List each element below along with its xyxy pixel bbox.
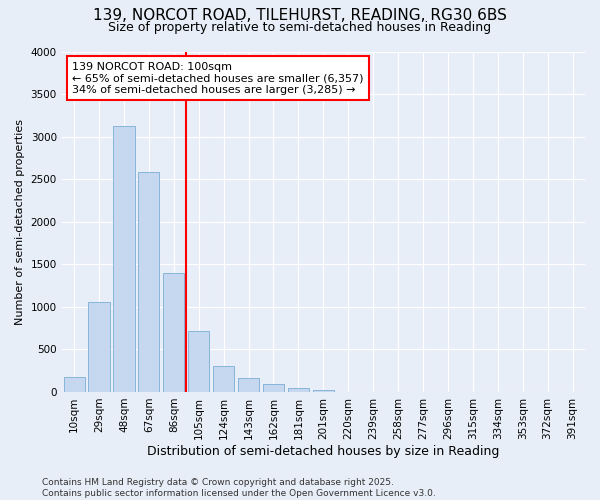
Bar <box>138 172 160 392</box>
Text: Size of property relative to semi-detached houses in Reading: Size of property relative to semi-detach… <box>109 21 491 34</box>
Text: 139, NORCOT ROAD, TILEHURST, READING, RG30 6BS: 139, NORCOT ROAD, TILEHURST, READING, RG… <box>93 8 507 22</box>
Y-axis label: Number of semi-detached properties: Number of semi-detached properties <box>15 118 25 324</box>
Bar <box>288 388 309 392</box>
Bar <box>263 384 284 392</box>
Text: 139 NORCOT ROAD: 100sqm
← 65% of semi-detached houses are smaller (6,357)
34% of: 139 NORCOT ROAD: 100sqm ← 65% of semi-de… <box>72 62 364 95</box>
Bar <box>163 273 184 392</box>
Bar <box>313 390 334 392</box>
Bar <box>88 302 110 392</box>
Bar <box>113 126 134 392</box>
Bar <box>213 366 234 392</box>
Bar <box>188 330 209 392</box>
Bar <box>238 378 259 392</box>
Text: Contains HM Land Registry data © Crown copyright and database right 2025.
Contai: Contains HM Land Registry data © Crown c… <box>42 478 436 498</box>
X-axis label: Distribution of semi-detached houses by size in Reading: Distribution of semi-detached houses by … <box>147 444 500 458</box>
Bar <box>64 377 85 392</box>
